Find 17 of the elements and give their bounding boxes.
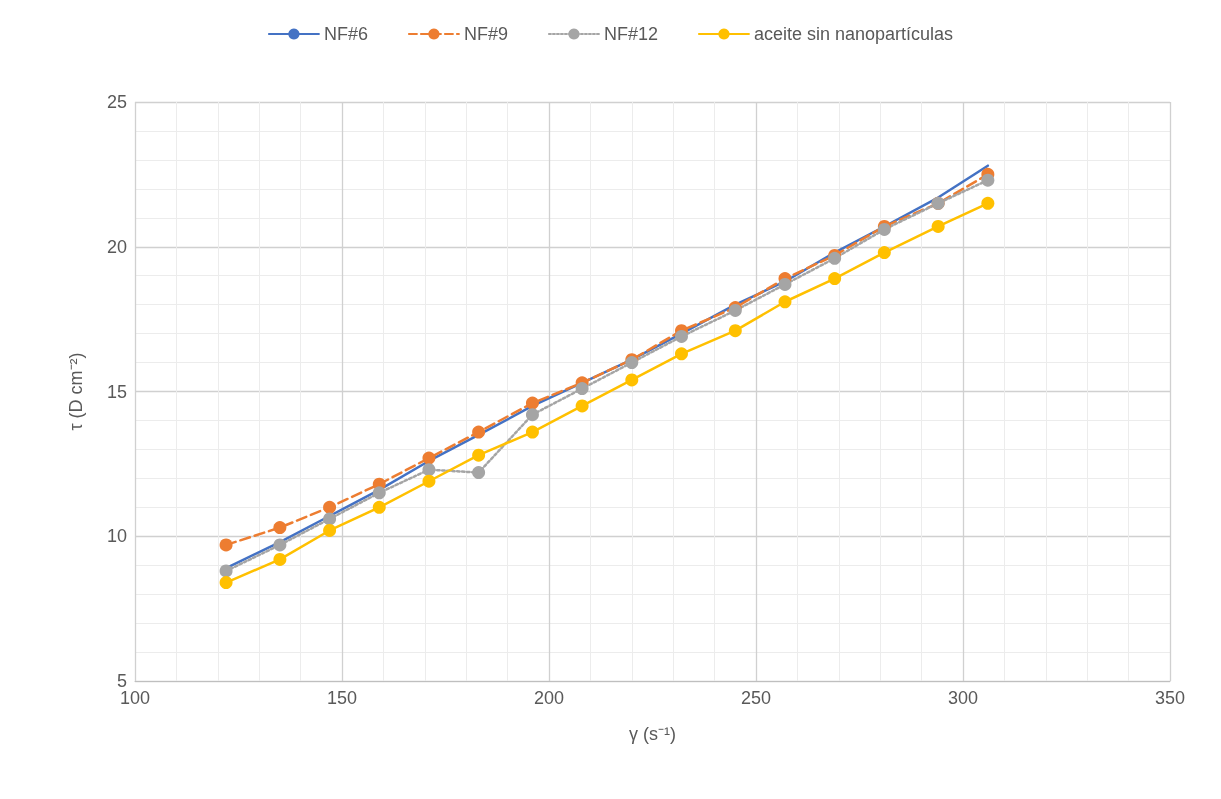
y-tick-label: 25 (106, 92, 127, 112)
legend-label: NF#12 (603, 24, 658, 44)
y-axis-title: τ (D cm⁻²) (66, 352, 86, 431)
y-tick-label: 5 (116, 671, 127, 691)
legend-label: aceite sin nanopartículas (753, 24, 954, 44)
x-tick-label: 300 (947, 688, 979, 708)
legend-label: NF#9 (463, 24, 508, 44)
legend-label: NF#6 (323, 24, 368, 44)
x-tick-label: 250 (740, 688, 772, 708)
x-tick-label: 100 (119, 688, 151, 708)
y-tick-label: 20 (106, 236, 127, 257)
y-tick-label: 10 (106, 526, 127, 547)
y-tick-label: 15 (106, 381, 127, 402)
x-tick-label: 200 (533, 688, 565, 708)
x-tick-label: 350 (1154, 688, 1186, 708)
x-tick-label: 150 (326, 688, 358, 708)
x-axis-title: γ (s⁻¹) (629, 724, 676, 744)
